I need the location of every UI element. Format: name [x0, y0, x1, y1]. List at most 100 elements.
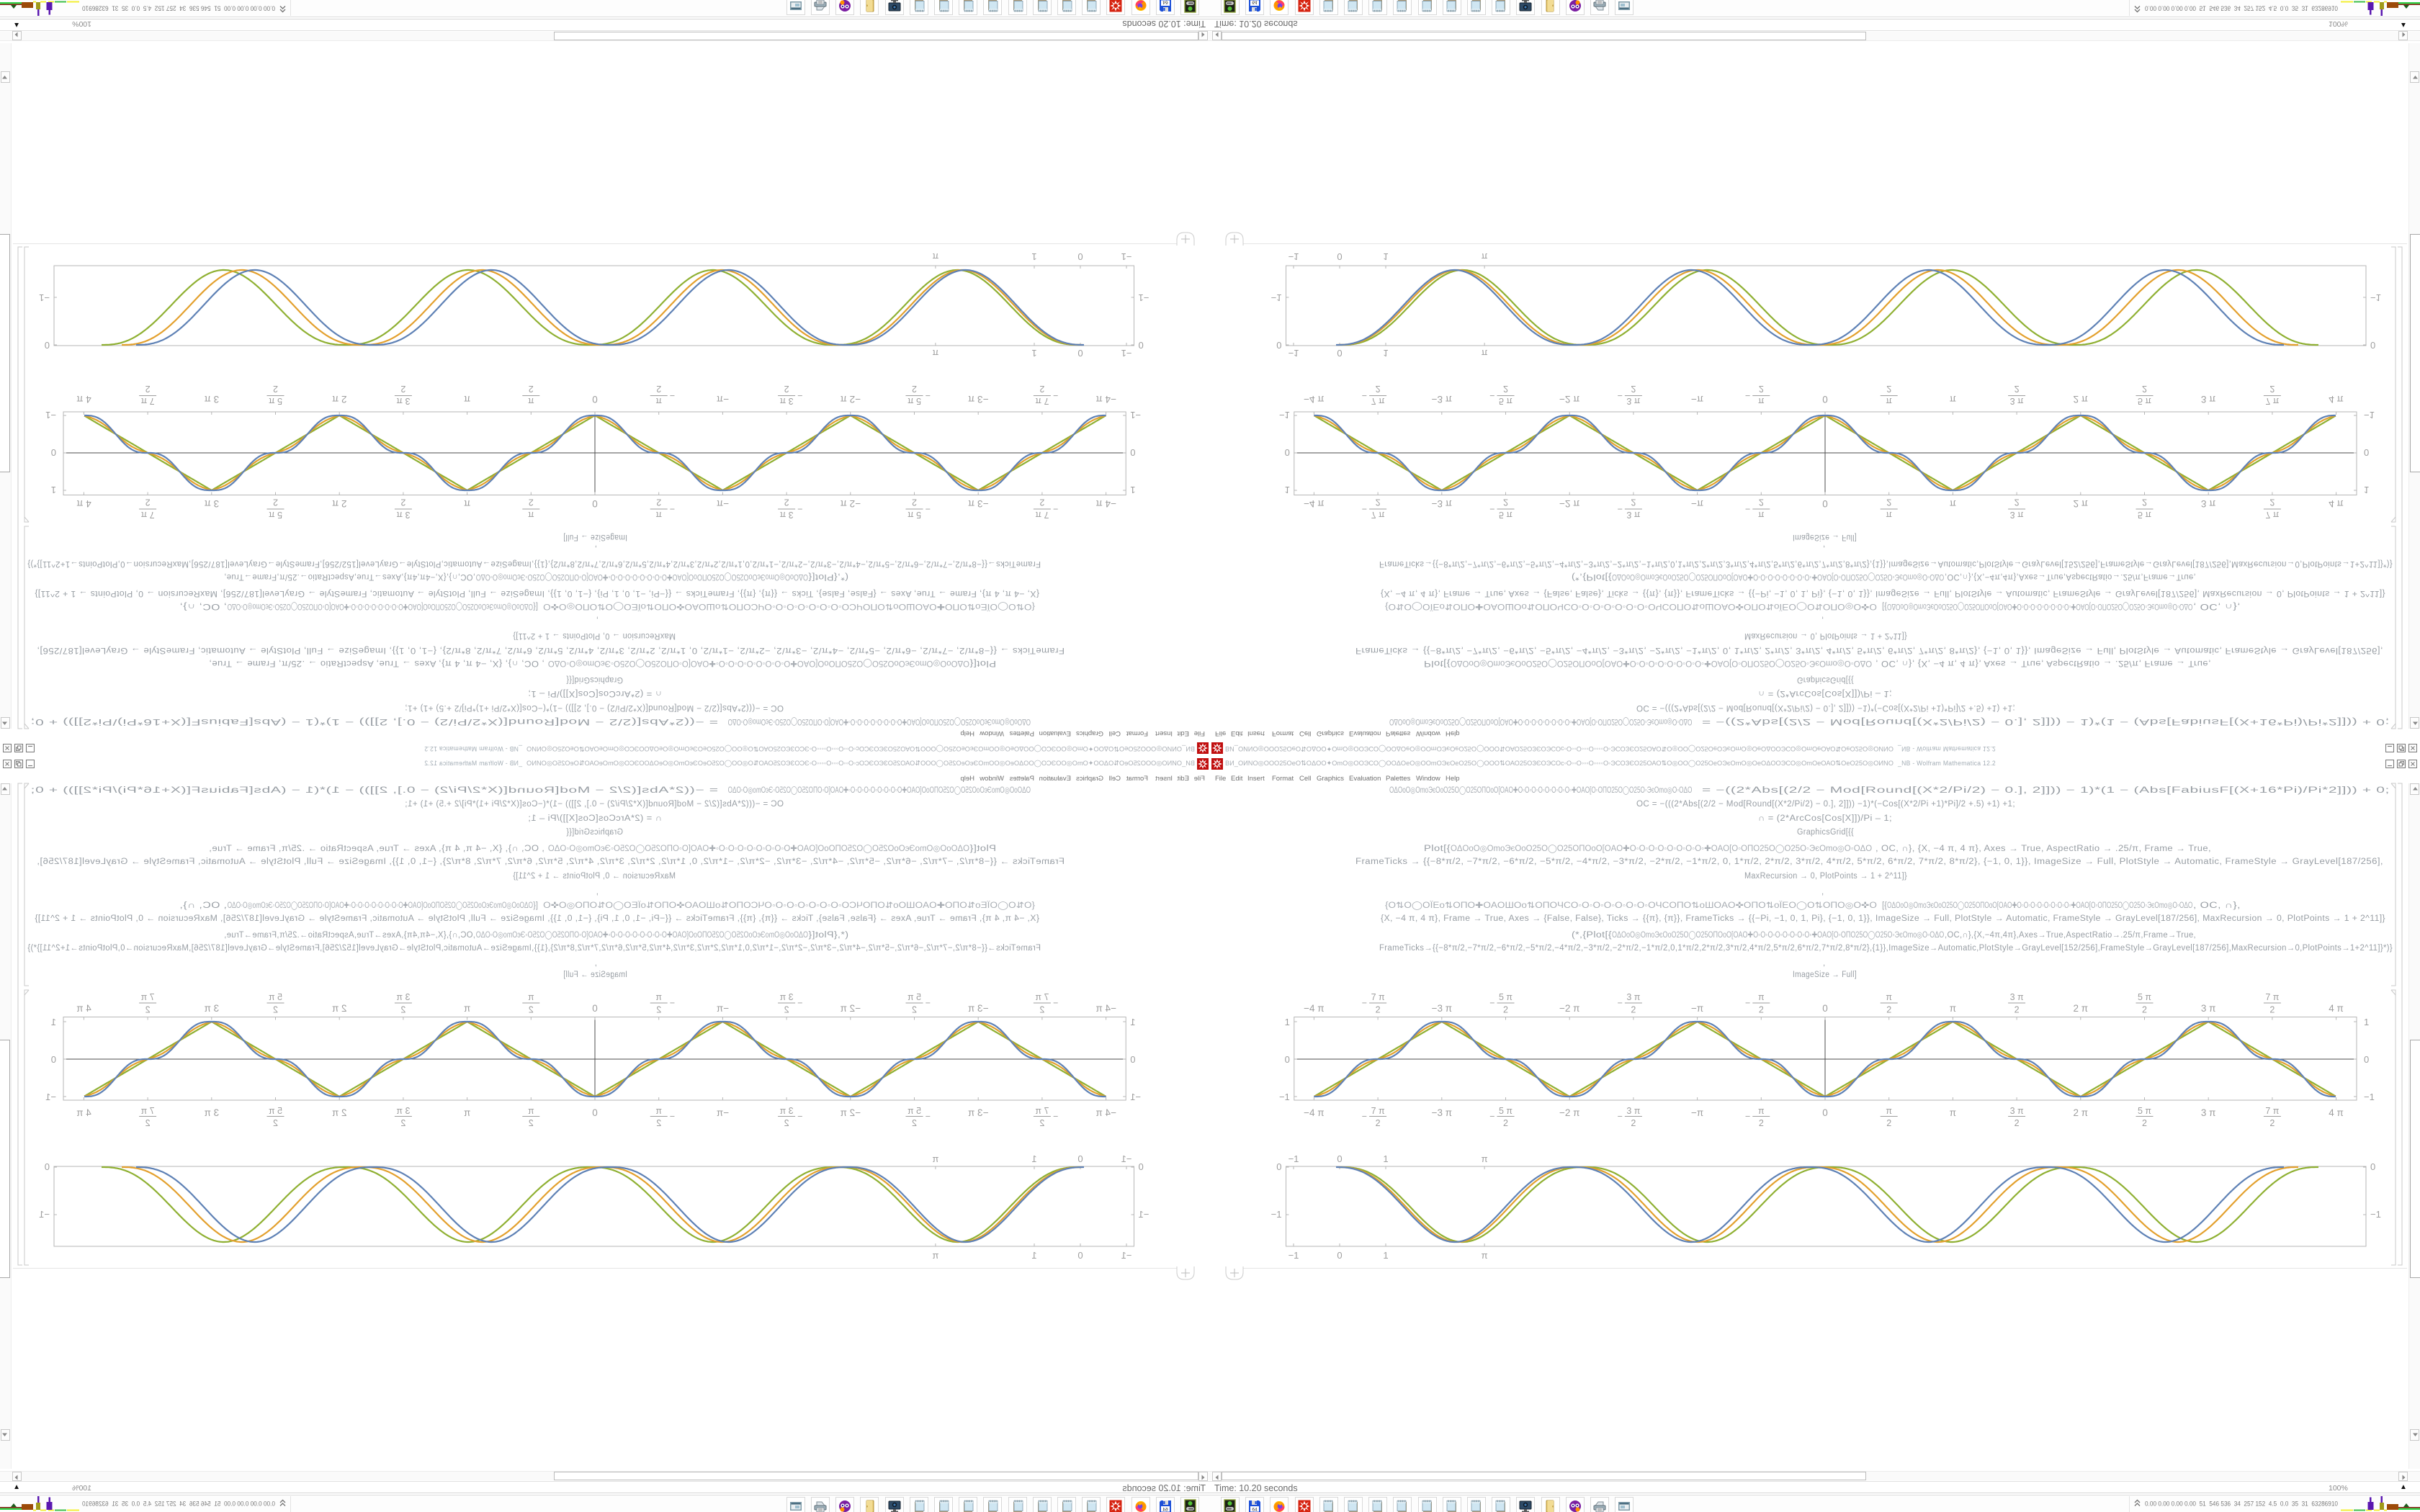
- svg-text:2: 2: [529, 384, 534, 394]
- svg-text:π: π: [1950, 1003, 1956, 1014]
- svg-text:3 π: 3 π: [205, 1003, 220, 1014]
- svg-text:4 π: 4 π: [76, 1003, 91, 1014]
- svg-text:2: 2: [784, 384, 789, 394]
- svg-text:0: 0: [1077, 348, 1083, 359]
- svg-text:7 π: 7 π: [1371, 1106, 1385, 1116]
- svg-text:−4 π: −4 π: [1304, 394, 1324, 405]
- svg-text:−1: −1: [1139, 292, 1150, 303]
- svg-text:π: π: [1758, 510, 1765, 520]
- svg-text:7 π: 7 π: [1035, 396, 1049, 406]
- svg-text:2: 2: [273, 498, 278, 508]
- svg-text:2: 2: [1886, 1005, 1891, 1015]
- svg-text:−1: −1: [1139, 1209, 1150, 1220]
- svg-text:3 π: 3 π: [2201, 1003, 2216, 1014]
- svg-text:π: π: [528, 510, 534, 520]
- svg-text:−2 π: −2 π: [841, 498, 861, 509]
- svg-text:−3 π: −3 π: [1432, 394, 1452, 405]
- svg-text:0: 0: [45, 1161, 50, 1172]
- svg-text:−3 π: −3 π: [968, 498, 988, 509]
- svg-text:2: 2: [529, 1118, 534, 1128]
- svg-text:7 π: 7 π: [140, 510, 154, 520]
- svg-text:π: π: [1482, 251, 1488, 262]
- svg-text:3 π: 3 π: [2201, 394, 2216, 405]
- svg-text:2: 2: [1503, 498, 1508, 508]
- svg-text:4 π: 4 π: [76, 498, 91, 509]
- svg-text:5 π: 5 π: [1499, 1106, 1512, 1116]
- svg-text:π: π: [1950, 1107, 1956, 1118]
- svg-text:2: 2: [2142, 384, 2147, 394]
- svg-text:−: −: [797, 391, 802, 401]
- svg-text:5 π: 5 π: [1499, 510, 1512, 520]
- svg-text:π: π: [528, 396, 534, 406]
- svg-text:7 π: 7 π: [1371, 992, 1385, 1002]
- svg-text:−1: −1: [1121, 1153, 1132, 1164]
- svg-text:2 π: 2 π: [332, 1003, 347, 1014]
- svg-text:−1: −1: [2370, 1209, 2381, 1220]
- svg-text:2: 2: [1503, 384, 1508, 394]
- svg-text:−1: −1: [1271, 1209, 1282, 1220]
- svg-text:−4 π: −4 π: [1095, 1003, 1116, 1014]
- svg-text:0: 0: [45, 340, 50, 351]
- svg-text:7 π: 7 π: [2265, 1106, 2279, 1116]
- svg-text:5 π: 5 π: [269, 1106, 282, 1116]
- svg-text:−: −: [1618, 504, 1623, 514]
- svg-text:2: 2: [1886, 498, 1891, 508]
- svg-text:0: 0: [1130, 447, 1135, 458]
- svg-text:π: π: [932, 348, 938, 359]
- svg-text:2: 2: [1376, 1118, 1381, 1128]
- svg-text:0: 0: [1337, 1250, 1342, 1261]
- svg-text:−2 π: −2 π: [841, 1003, 861, 1014]
- svg-text:π: π: [528, 992, 534, 1002]
- svg-text:−3 π: −3 π: [968, 394, 988, 405]
- svg-text:π: π: [1950, 498, 1956, 509]
- svg-text:2: 2: [145, 1005, 151, 1015]
- svg-text:−3 π: −3 π: [1432, 498, 1452, 509]
- svg-text:−π: −π: [1691, 498, 1703, 509]
- svg-text:2: 2: [273, 1005, 278, 1015]
- svg-text:0: 0: [1337, 1153, 1342, 1164]
- svg-text:2: 2: [529, 1005, 534, 1015]
- svg-text:2: 2: [400, 1118, 405, 1128]
- svg-text:−: −: [1489, 1112, 1494, 1122]
- svg-text:π: π: [1482, 348, 1488, 359]
- svg-text:−1: −1: [1121, 348, 1132, 359]
- svg-text:−: −: [1745, 1112, 1750, 1122]
- svg-text:π: π: [528, 1106, 534, 1116]
- svg-text:2: 2: [1503, 1005, 1508, 1015]
- svg-text:0.00 0.00 0.00 0.00 51 546 5: 0.00 0.00 0.00 0.00 51 546 536 34 257 15…: [82, 4, 275, 12]
- svg-text:−: −: [797, 998, 802, 1008]
- svg-text:4 π: 4 π: [76, 394, 91, 405]
- svg-text:3 π: 3 π: [1626, 1106, 1640, 1116]
- svg-text:1: 1: [1383, 1153, 1388, 1164]
- svg-text:0.00 0.00 0.00 0.00 51 546 5: 0.00 0.00 0.00 0.00 51 546 536 34 257 15…: [2145, 4, 2338, 12]
- svg-text:−: −: [1053, 1112, 1058, 1122]
- svg-text:−3 π: −3 π: [968, 1107, 988, 1118]
- svg-text:−2 π: −2 π: [841, 394, 861, 405]
- svg-text:0: 0: [1285, 1054, 1290, 1065]
- svg-text:0: 0: [1077, 251, 1083, 262]
- svg-text:−1: −1: [1289, 1250, 1299, 1261]
- svg-text:π: π: [1482, 1153, 1488, 1164]
- svg-text:64: 64: [1252, 1508, 1258, 1512]
- svg-text:0: 0: [1077, 1153, 1083, 1164]
- svg-text:4 π: 4 π: [2329, 498, 2344, 509]
- svg-text:0: 0: [1822, 394, 1828, 405]
- svg-text:3 π: 3 π: [205, 498, 220, 509]
- svg-text:4 π: 4 π: [76, 1107, 91, 1118]
- svg-text:−π: −π: [717, 394, 729, 405]
- svg-text:7 π: 7 π: [1035, 992, 1049, 1002]
- svg-text:0: 0: [1130, 1054, 1135, 1065]
- svg-text:−: −: [1489, 391, 1494, 401]
- svg-text:3 π: 3 π: [1626, 510, 1640, 520]
- svg-text:1: 1: [1383, 251, 1388, 262]
- svg-text:2: 2: [1631, 1005, 1636, 1015]
- svg-text:π: π: [1758, 992, 1765, 1002]
- svg-text:3 π: 3 π: [2201, 1107, 2216, 1118]
- svg-text:−: −: [926, 998, 931, 1008]
- svg-text:1: 1: [1031, 348, 1036, 359]
- svg-text:2: 2: [2015, 498, 2020, 508]
- svg-text:2: 2: [784, 1005, 789, 1015]
- svg-text:7 π: 7 π: [140, 396, 154, 406]
- svg-text:−1: −1: [1130, 1092, 1141, 1102]
- svg-text:−2 π: −2 π: [841, 1107, 861, 1118]
